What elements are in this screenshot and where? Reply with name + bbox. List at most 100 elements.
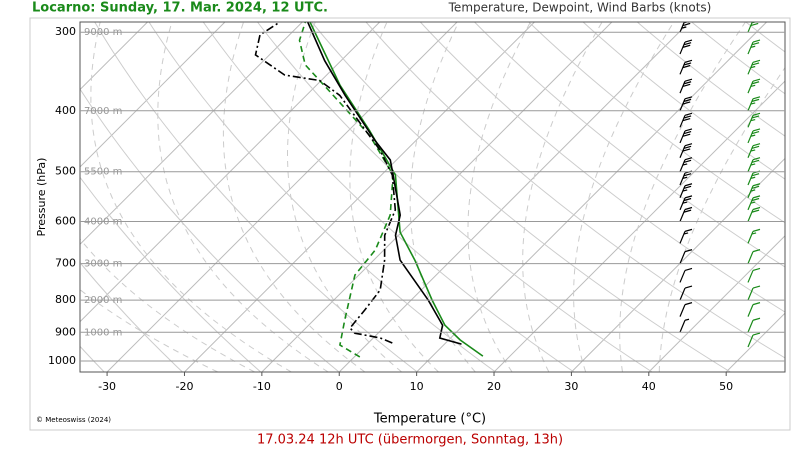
wind-barb [748, 229, 760, 243]
y-tick-label: 700 [55, 257, 76, 270]
moist-adiabat [620, 22, 746, 372]
barb [748, 158, 760, 172]
moist-adiabat [523, 22, 602, 372]
wind-barb [748, 129, 760, 143]
barb [748, 303, 760, 317]
moist-adiabat [91, 22, 292, 372]
dry-adiabat [203, 22, 574, 372]
barb [680, 79, 692, 93]
barb [680, 184, 692, 198]
chart-subtitle: Temperature, Dewpoint, Wind Barbs (knots… [448, 1, 712, 15]
wind-barb [748, 208, 760, 222]
barb [680, 158, 692, 172]
barb [748, 97, 760, 111]
wind-barb [748, 171, 760, 185]
wind-barb [680, 129, 692, 143]
wind-barb [748, 318, 760, 332]
barb [748, 129, 760, 143]
dry-adiabat [366, 22, 800, 372]
barb [748, 40, 760, 54]
wind-barb [680, 208, 692, 222]
barb [748, 318, 760, 332]
isotherm [417, 22, 767, 372]
x-tick-label: 0 [336, 380, 343, 393]
plot-area [256, 18, 761, 357]
barb [748, 171, 760, 185]
dry-adiabat [95, 22, 418, 372]
dry-adiabat [637, 22, 800, 372]
credit: © Meteoswiss (2024) [36, 416, 111, 424]
y-tick-label: 800 [55, 293, 76, 306]
wind-barb [748, 113, 760, 127]
x-tick-label: -10 [253, 380, 271, 393]
barb [748, 208, 760, 222]
barb [680, 171, 692, 185]
wind-barb [680, 319, 689, 332]
y-axis-label: Pressure (hPa) [35, 158, 48, 237]
x-tick-label: 40 [642, 380, 656, 393]
barb [680, 303, 692, 317]
y-tick-label: 1000 [48, 354, 76, 367]
x-tick-label: 30 [564, 380, 578, 393]
wind-barb [748, 303, 760, 317]
dry-adiabat [312, 22, 731, 372]
x-axis-label: Temperature (°C) [373, 412, 486, 427]
isotherm [649, 22, 800, 372]
y-tick-label: 900 [55, 325, 76, 338]
y-tick-label: 600 [55, 215, 76, 228]
height-label: 3000 m [84, 259, 122, 270]
wind-barb [680, 171, 692, 185]
moist-adiabat [468, 22, 531, 372]
dry-adiabat [0, 22, 104, 372]
dry-adiabat [258, 22, 653, 372]
height-label: 1000 m [84, 327, 122, 338]
height-label: 9000 m [84, 27, 122, 38]
wind-barb [748, 97, 760, 111]
dry-adiabat [0, 22, 26, 372]
dry-adiabat [0, 22, 183, 372]
isotherm [0, 22, 225, 372]
wind-barb [680, 79, 692, 93]
height-label: 4000 m [84, 217, 122, 228]
barb [748, 113, 760, 127]
wind-barb [680, 229, 692, 243]
barb [680, 60, 692, 74]
y-tick-label: 400 [55, 104, 76, 117]
barb [680, 268, 692, 282]
height-label: 7000 m [84, 106, 122, 117]
profile-line [300, 22, 394, 357]
wind-barb [748, 40, 760, 54]
isotherm [0, 22, 148, 372]
y-tick-label: 300 [55, 25, 76, 38]
isotherm [184, 22, 534, 372]
wind-barb [748, 144, 760, 158]
dry-adiabat [420, 22, 800, 372]
wind-barb [680, 60, 692, 74]
moist-adiabat [223, 22, 365, 372]
barb [748, 79, 760, 93]
isotherm [726, 22, 800, 372]
moist-adiabat [350, 22, 439, 372]
barb [748, 250, 760, 264]
wind-barb [680, 303, 692, 317]
wind-barb [748, 79, 760, 93]
wind-barb [748, 250, 760, 264]
moist-adiabat [288, 22, 402, 372]
x-tick-label: -30 [98, 380, 116, 393]
x-tick-label: -20 [175, 380, 193, 393]
x-tick-label: 50 [719, 380, 733, 393]
x-tick-label: 20 [487, 380, 501, 393]
wind-barb [680, 268, 692, 282]
wind-barb [680, 40, 692, 54]
x-tick-label: 10 [410, 380, 424, 393]
barb [680, 208, 692, 222]
barb [680, 129, 692, 143]
barb [680, 319, 689, 332]
moist-adiabat [23, 22, 255, 372]
wind-barb [748, 158, 760, 172]
dry-adiabat [41, 22, 340, 372]
chart-title: Locarno: Sunday, 17. Mar. 2024, 12 UTC. [32, 1, 328, 16]
barb [680, 40, 692, 54]
